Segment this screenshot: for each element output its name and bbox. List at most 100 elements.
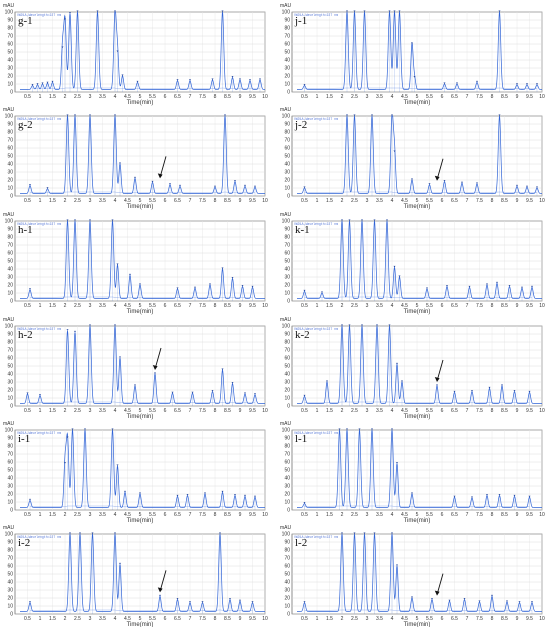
- peak-marker: [244, 184, 246, 187]
- x-tick-label: 1: [316, 512, 319, 518]
- peak-marker: [531, 285, 533, 288]
- peak-marker: [471, 496, 473, 498]
- x-tick-label: 0.5: [24, 303, 31, 309]
- chromatogram-svg: mAU 0 10 20 30 40 50 60 70 80 90 100 0.5 1 1.5 2 2.5 3 3.5…: [3, 525, 268, 627]
- channel-header: VWD1A,Wavelength=227 nm: [17, 222, 61, 226]
- y-tick-label: 100: [282, 114, 291, 120]
- y-unit-label: mAU: [3, 107, 15, 113]
- x-tick-label: 9: [239, 94, 242, 100]
- y-tick-label: 60: [284, 251, 290, 257]
- x-axis-title: Time(min): [404, 309, 431, 315]
- peak-marker: [528, 495, 531, 498]
- y-tick-label: 20: [7, 492, 13, 498]
- x-tick-label: 1.5: [49, 198, 56, 204]
- x-tick-label: 5.5: [149, 303, 156, 309]
- peak-marker: [64, 462, 66, 464]
- peak-marker: [531, 601, 533, 603]
- y-tick-label: 100: [282, 324, 291, 330]
- peak-marker: [536, 186, 538, 188]
- chromatogram-panel-g-2: mAU 0 10 20 30 40 50 60 70 80 90 100 0.5 1 1.5 2 2.5 3 3.5…: [2, 104, 270, 210]
- integration-baseline: [30, 505, 255, 507]
- peak-marker: [346, 428, 348, 430]
- peak-marker: [396, 362, 398, 365]
- x-tick-label: 1.5: [326, 198, 333, 204]
- peak-marker: [303, 186, 306, 188]
- peak-marker: [413, 76, 416, 78]
- x-tick-label: 7: [466, 616, 469, 622]
- integration-baseline: [30, 191, 255, 193]
- peak-marker: [348, 324, 351, 326]
- x-tick-label: 1: [39, 408, 42, 414]
- x-tick-label: 8: [491, 616, 494, 622]
- x-tick-label: 8.5: [224, 198, 231, 204]
- x-tick-label: 5.5: [426, 303, 433, 309]
- y-tick-label: 0: [287, 404, 290, 410]
- peak-marker: [116, 464, 119, 466]
- y-tick-label: 100: [5, 324, 14, 330]
- chromatogram-svg: mAU 0 10 20 30 40 50 60 70 80 90 100 0.5 1 1.5 2 2.5 3 3.5…: [280, 107, 545, 210]
- y-tick-label: 70: [284, 34, 290, 40]
- y-tick-label: 20: [284, 283, 290, 289]
- x-tick-label: 4: [114, 408, 117, 414]
- y-tick-label: 40: [284, 162, 290, 168]
- x-tick-label: 0.5: [24, 512, 31, 518]
- peak-marker: [211, 78, 214, 80]
- x-tick-label: 6.5: [174, 616, 181, 622]
- peak-marker: [114, 532, 116, 534]
- peak-marker: [341, 324, 343, 326]
- x-tick-label: 5.5: [149, 408, 156, 414]
- x-tick-label: 3: [366, 512, 369, 518]
- peak-marker: [498, 10, 501, 12]
- x-tick-label: 6: [164, 303, 167, 309]
- x-tick-label: 3: [89, 94, 92, 100]
- peak-marker: [391, 532, 393, 534]
- x-tick-label: 5.5: [426, 94, 433, 100]
- peak-marker: [176, 79, 179, 81]
- peak-marker: [516, 83, 518, 85]
- peak-marker: [373, 219, 376, 221]
- y-tick-label: 30: [284, 275, 290, 281]
- peak-marker: [154, 372, 156, 374]
- x-tick-label: 6.5: [451, 303, 458, 309]
- x-tick-label: 7: [466, 94, 469, 100]
- peak-marker: [244, 392, 246, 394]
- chromatogram-trace: [20, 429, 265, 508]
- peak-marker: [506, 600, 508, 602]
- y-tick-label: 30: [284, 380, 290, 386]
- chromatogram-panel-j-2: mAU 0 10 20 30 40 50 60 70 80 90 100 0.5 1 1.5 2 2.5 3 3.5…: [279, 104, 547, 210]
- x-tick-label: 0.5: [301, 512, 308, 518]
- x-tick-label: 4: [391, 94, 394, 100]
- chromatogram-svg: mAU 0 10 20 30 40 50 60 70 80 90 100 0.5 1 1.5 2 2.5 3 3.5…: [3, 212, 268, 315]
- chromatogram-panel-j-1: mAU 0 10 20 30 40 50 60 70 80 90 100 0.5 1 1.5 2 2.5 3 3.5…: [279, 0, 547, 106]
- x-tick-label: 2.5: [351, 616, 358, 622]
- x-tick-label: 7.5: [199, 616, 206, 622]
- x-tick-label: 8.5: [224, 94, 231, 100]
- y-tick-label: 90: [284, 436, 290, 442]
- y-tick-label: 50: [7, 572, 13, 578]
- x-tick-label: 6: [441, 303, 444, 309]
- x-tick-label: 6.5: [451, 198, 458, 204]
- peak-marker: [398, 10, 401, 12]
- peak-marker: [116, 263, 119, 265]
- chromatogram-panel-l-1: mAU 0 10 20 30 40 50 60 70 80 90 100 0.5 1 1.5 2 2.5 3 3.5…: [279, 418, 547, 524]
- peak-marker: [239, 599, 241, 602]
- peak-marker: [501, 384, 503, 386]
- peak-marker: [234, 180, 236, 182]
- channel-header: VWD1A,Wavelength=227 nm: [17, 431, 61, 435]
- x-tick-label: 1: [39, 303, 42, 309]
- peak-marker: [116, 50, 119, 52]
- x-axis-title: Time(min): [404, 100, 431, 106]
- x-tick-label: 2.5: [351, 512, 358, 518]
- chromatogram-panel-i-1: mAU 0 10 20 30 40 50 60 70 80 90 100 0.5 1 1.5 2 2.5 3 3.5…: [2, 418, 270, 524]
- peak-marker: [231, 382, 234, 384]
- y-tick-label: 40: [7, 58, 13, 64]
- peak-marker: [428, 183, 431, 185]
- x-tick-label: 10: [539, 616, 545, 622]
- peak-marker: [518, 601, 521, 603]
- peak-marker: [61, 46, 64, 48]
- arrow-icon: [157, 156, 167, 179]
- x-tick-label: 2: [64, 303, 67, 309]
- x-tick-label: 4.5: [124, 408, 131, 414]
- x-tick-label: 8: [214, 616, 217, 622]
- x-axis-title: Time(min): [127, 309, 154, 315]
